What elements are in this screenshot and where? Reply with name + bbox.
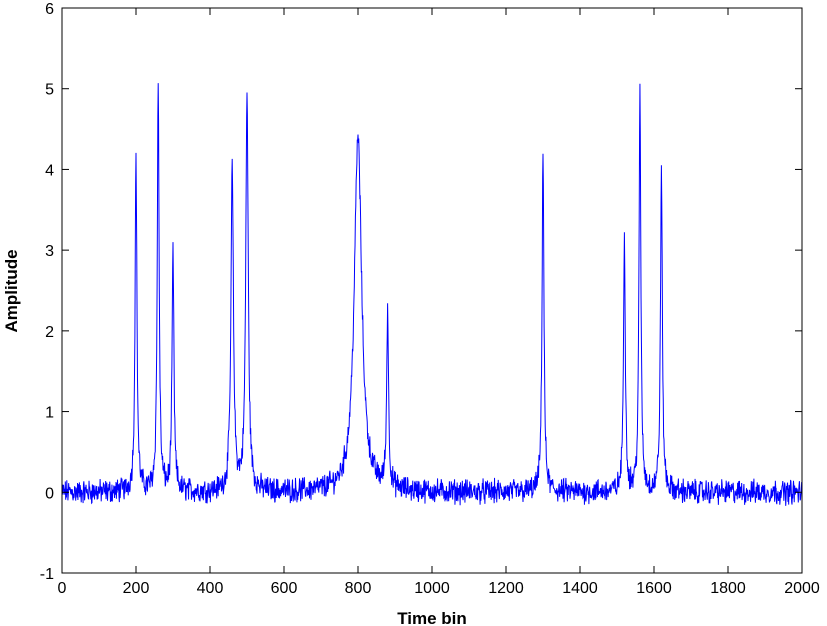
ticks-layer: 0 200 400 600 800 1000 1200 1400 1600 1800 2000-10…: [40, 1, 820, 597]
y-tick-label: -1: [40, 566, 54, 583]
x-tick-label: 600: [271, 580, 298, 597]
x-tick-label: 1400: [562, 580, 598, 597]
x-tick-label: 200: [123, 580, 150, 597]
x-tick-label: 1800: [710, 580, 746, 597]
series-line: [61, 83, 803, 506]
x-tick-label: 1200: [488, 580, 524, 597]
y-tick-label: 4: [45, 162, 54, 179]
x-tick-label: 0: [58, 580, 67, 597]
y-axis-label: Amplitude: [2, 249, 21, 332]
series-layer: [61, 83, 803, 506]
y-tick-label: 0: [45, 485, 54, 502]
y-tick-label: 1: [45, 405, 54, 422]
x-tick-label: 1000: [414, 580, 450, 597]
x-axis-label: Time bin: [397, 609, 467, 626]
x-tick-label: 400: [197, 580, 224, 597]
y-tick-label: 5: [45, 82, 54, 99]
x-tick-label: 2000: [784, 580, 820, 597]
x-tick-label: 800: [345, 580, 372, 597]
y-tick-label: 2: [45, 324, 54, 341]
y-tick-label: 3: [45, 243, 54, 260]
x-tick-label: 1600: [636, 580, 672, 597]
y-tick-label: 6: [45, 1, 54, 18]
